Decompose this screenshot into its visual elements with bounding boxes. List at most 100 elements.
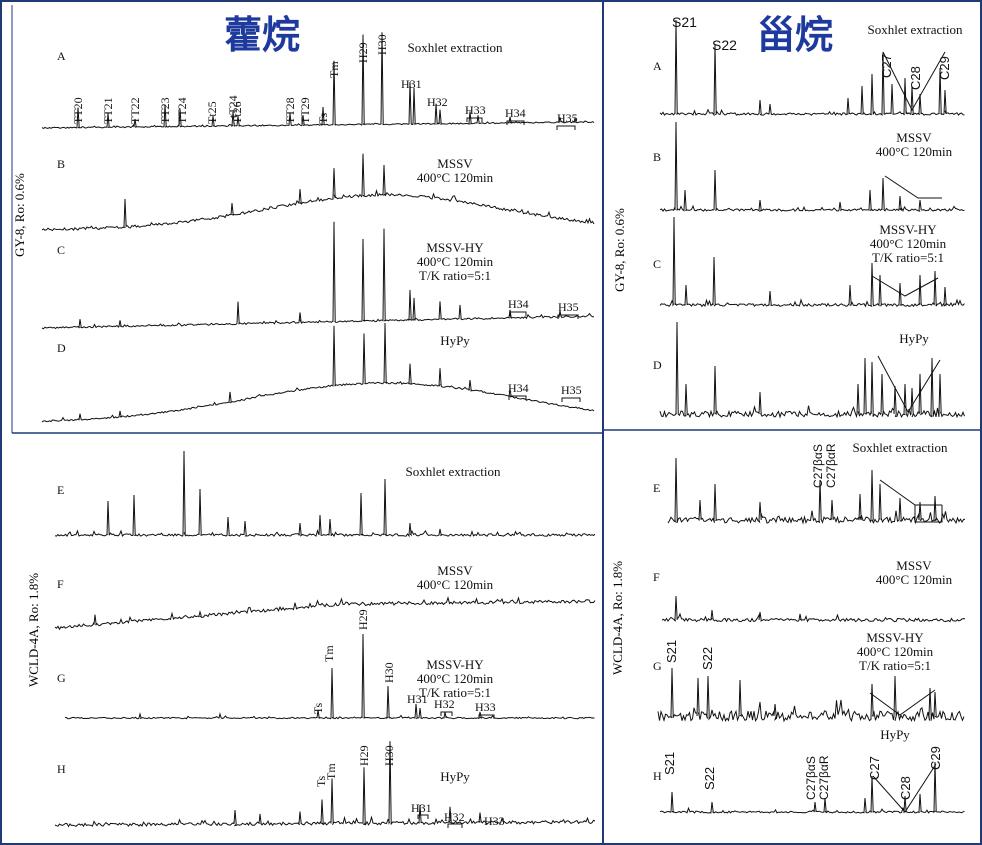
- sterane-C-tri: [871, 275, 939, 297]
- sterane-condition-F-0: MSSV: [896, 558, 932, 573]
- hopane-panel-letter-A: A: [57, 49, 66, 63]
- hopane-trace-E: [54, 450, 596, 538]
- hopane-A-peak-label-H33: H33: [465, 103, 486, 117]
- hopane-sample-label-wcld4a: WCLD-4A, Ro: 1.8%: [26, 573, 41, 687]
- hopane-condition-C-1: 400°C 120min: [417, 254, 494, 269]
- sterane-D-tri: [877, 355, 941, 414]
- hopane-trace-F: [54, 596, 596, 631]
- hopane-H-peak-label-H29: H29: [357, 745, 371, 766]
- hopane-G-peak-label-H29: H29: [356, 609, 370, 630]
- sterane-panel-letter-C: C: [653, 257, 661, 271]
- hopane-sample-label-gy8: GY-8, Ro: 0.6%: [12, 173, 27, 257]
- hopane-A-peak-label-TT20: TT20: [71, 97, 85, 124]
- hopane-A-peak-label-TT23: TT23: [158, 97, 172, 124]
- hopane-trace-D: [41, 322, 595, 423]
- hopane-panel-letter-H: H: [57, 762, 66, 776]
- hopane-A-peak-label-TT21: TT21: [101, 97, 115, 124]
- hopane-A-bracket-H35: [556, 125, 576, 130]
- sterane-condition-H-0: HyPy: [880, 727, 910, 742]
- hopane-trace-B: [41, 153, 595, 232]
- hopane-trace-G: [64, 633, 595, 720]
- hopane-G-peak-label-H31: H31: [407, 692, 428, 706]
- hopane-G-peak-label-H33: H33: [475, 700, 496, 714]
- hopane-panel-letter-F: F: [57, 577, 64, 591]
- sterane-A-peak-label-C29: C29: [937, 56, 952, 80]
- sterane-trace-H: [659, 761, 965, 814]
- hopane-G-peak-label-H30: H30: [382, 662, 396, 683]
- hopane-condition-F-1: 400°C 120min: [417, 577, 494, 592]
- sterane-G-tri: [869, 689, 936, 716]
- hopane-condition-F-0: MSSV: [437, 563, 473, 578]
- sterane-A-peak-label-C28: C28: [908, 66, 923, 90]
- hopane-G-peak-label-Ts: Ts: [311, 703, 325, 714]
- hopane-A-peak-label-TT29: TT29: [298, 97, 312, 124]
- hopane-condition-G-2: T/K ratio=5:1: [419, 685, 491, 700]
- sterane-A-peak-label-C27: C27: [879, 54, 894, 78]
- sterane-title: 甾烷: [757, 13, 833, 57]
- hopane-condition-A-0: Soxhlet extraction: [408, 40, 503, 55]
- hopane-panel-letter-C: C: [57, 243, 65, 257]
- sterane-condition-C-0: MSSV-HY: [879, 222, 937, 237]
- hopane-D-peak-label-H34: H34: [508, 381, 529, 395]
- sterane-condition-B-0: MSSV: [896, 130, 932, 145]
- hopane-A-bracket-H34: [506, 120, 525, 125]
- hopane-H-peak-label-H33: H33: [484, 814, 505, 828]
- hopane-panel-letter-B: B: [57, 157, 65, 171]
- hopane-C-bracket-H35: [557, 314, 579, 319]
- sterane-condition-C-1: 400°C 120min: [870, 236, 947, 251]
- hopane-A-bracket-H33: [466, 117, 483, 122]
- sterane-H-peak-label-C27: C27: [867, 756, 882, 780]
- sterane-condition-B-1: 400°C 120min: [876, 144, 953, 159]
- hopane-H-peak-label-Ts: Ts: [314, 776, 328, 787]
- hopane-condition-C-2: T/K ratio=5:1: [419, 268, 491, 283]
- hopane-A-peak-label-Tt25: Tt25: [205, 101, 219, 124]
- sterane-sample-label-gy8: GY-8, Ro: 0.6%: [612, 208, 627, 292]
- sterane-panel-letter-D: D: [653, 358, 662, 372]
- hopane-panel-letter-D: D: [57, 341, 66, 355]
- sterane-panel-letter-B: B: [653, 150, 661, 164]
- hopane-H-peak-label-H30: H30: [382, 745, 396, 766]
- hopane-panel-letter-G: G: [57, 671, 66, 685]
- sterane-panel-letter-E: E: [653, 481, 660, 495]
- sterane-A-peak-label-S21: S21: [672, 14, 697, 30]
- hopane-G-bracket-H32: [440, 711, 453, 716]
- hopane-condition-B-0: MSSV: [437, 156, 473, 171]
- hopane-trace-A: [41, 32, 595, 130]
- hopane-A-peak-label-TT22: TT22: [128, 97, 142, 124]
- hopane-condition-E-0: Soxhlet extraction: [406, 464, 501, 479]
- hopane-G-peak-label-Tm: Tm: [322, 645, 336, 662]
- sterane-condition-C-2: T/K ratio=5:1: [872, 250, 944, 265]
- hopane-condition-C-0: MSSV-HY: [426, 240, 484, 255]
- hopane-title: 藿烷: [224, 13, 300, 57]
- sterane-E-box: [914, 505, 943, 523]
- sterane-sample-label-wcld4a: WCLD-4A, Ro: 1.8%: [610, 561, 625, 675]
- hopane-G-bracket-H33: [478, 714, 495, 719]
- sterane-panel-letter-H: H: [653, 769, 662, 783]
- sterane-G-peak-label-S22: S22: [700, 647, 715, 670]
- sterane-trace-A: [659, 19, 965, 117]
- hopane-C-bracket-H34: [509, 311, 527, 316]
- hopane-trace-C: [41, 221, 594, 330]
- hopane-condition-B-1: 400°C 120min: [417, 170, 494, 185]
- sterane-A-tri: [882, 51, 946, 112]
- hopane-condition-H-0: HyPy: [440, 769, 470, 784]
- hopane-D-bracket-H34: [508, 395, 527, 400]
- hopane-A-peak-label-H31: H31: [401, 77, 422, 91]
- sterane-trace-B: [659, 121, 965, 212]
- sterane-condition-E-0: Soxhlet extraction: [853, 440, 948, 455]
- sterane-H-peak-label-C29: C29: [928, 746, 943, 770]
- hopane-trace-H: [54, 741, 596, 828]
- sterane-H-peak-label-S21: S21: [662, 752, 677, 775]
- sterane-trace-E: [667, 457, 966, 525]
- sterane-H-peak-label-S22: S22: [702, 767, 717, 790]
- hopane-A-peak-label-H32: H32: [427, 95, 448, 109]
- hopane-H-peak-label-H31: H31: [411, 801, 432, 815]
- sterane-G-peak-label-S21: S21: [664, 640, 679, 663]
- sterane-A-peak-label-S22: S22: [712, 37, 737, 53]
- hopane-condition-G-1: 400°C 120min: [417, 671, 494, 686]
- hopane-C-peak-label-H35: H35: [558, 300, 579, 314]
- hopane-A-peak-label-H34: H34: [505, 106, 526, 120]
- sterane-trace-D: [659, 321, 965, 419]
- hopane-C-peak-label-H34: H34: [508, 297, 529, 311]
